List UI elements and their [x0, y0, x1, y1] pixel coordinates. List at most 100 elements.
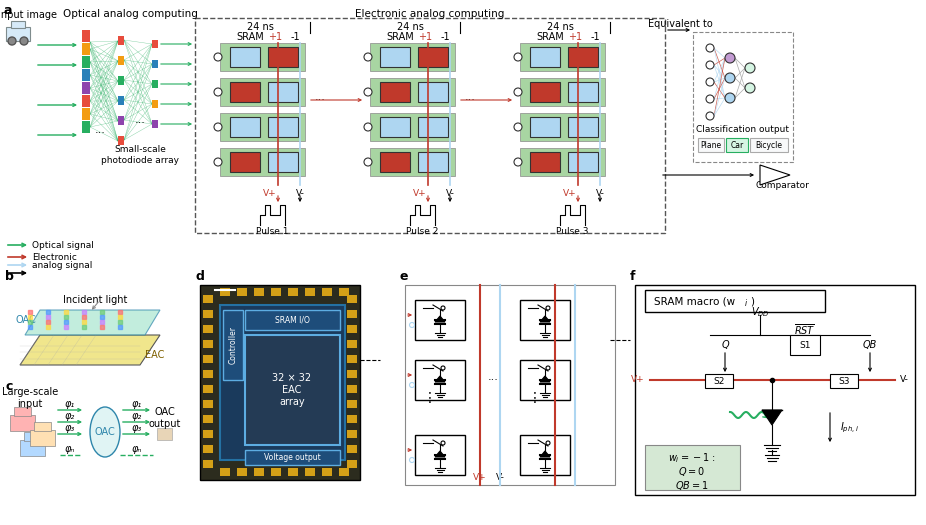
Text: ···: ··· [465, 95, 475, 105]
Bar [305, 288, 315, 296]
Bar [245, 335, 340, 445]
Text: +1: +1 [568, 32, 582, 42]
Bar [415, 300, 465, 340]
Bar [370, 78, 455, 106]
Bar [118, 76, 124, 85]
Bar [705, 374, 733, 388]
Bar [370, 43, 455, 71]
Text: ⊕: ⊕ [515, 159, 521, 165]
Polygon shape [435, 376, 445, 382]
Circle shape [441, 366, 445, 370]
Polygon shape [540, 451, 550, 457]
Bar [220, 305, 345, 460]
Bar [82, 95, 90, 107]
Text: $w_i = -1$ :: $w_i = -1$ : [669, 451, 716, 465]
Text: $I_{ph,i}$: $I_{ph,i}$ [840, 421, 859, 435]
Bar [380, 47, 410, 67]
Text: +1: +1 [418, 32, 432, 42]
Bar [203, 445, 213, 453]
Bar [347, 415, 357, 423]
Circle shape [706, 44, 714, 52]
Text: -1: -1 [290, 32, 300, 42]
Bar [520, 300, 570, 340]
Bar [347, 355, 357, 363]
Text: ...: ... [134, 115, 145, 125]
Bar [530, 117, 560, 137]
Text: ⊕: ⊕ [515, 89, 521, 95]
Text: +1: +1 [268, 32, 282, 42]
Circle shape [364, 88, 372, 96]
Bar [520, 78, 605, 106]
Text: analog signal: analog signal [32, 260, 93, 269]
Text: φₙ: φₙ [131, 444, 142, 454]
Bar [750, 138, 788, 152]
Text: φ₂: φ₂ [65, 411, 75, 421]
Circle shape [409, 383, 415, 387]
Text: ⊕: ⊕ [515, 124, 521, 130]
Text: ): ) [750, 296, 754, 306]
Text: φ₁: φ₁ [131, 399, 142, 409]
Text: EAC: EAC [145, 350, 165, 360]
Bar [237, 468, 247, 476]
Bar [11, 21, 25, 28]
Polygon shape [435, 451, 445, 457]
Polygon shape [540, 316, 550, 322]
Bar [530, 152, 560, 172]
Polygon shape [435, 316, 445, 322]
Bar [237, 288, 247, 296]
Bar [82, 69, 90, 81]
Circle shape [214, 158, 222, 166]
Circle shape [514, 53, 522, 61]
Bar [203, 430, 213, 438]
Bar [418, 117, 448, 137]
Circle shape [364, 123, 372, 131]
Bar [415, 360, 465, 400]
Text: φ₃: φ₃ [131, 423, 142, 433]
Text: ⊕: ⊕ [707, 79, 712, 85]
Text: i: i [745, 299, 747, 308]
Bar [271, 288, 281, 296]
Bar [645, 290, 825, 312]
Bar [380, 82, 410, 102]
Bar [152, 100, 158, 108]
Text: V-: V- [595, 188, 605, 197]
Bar [24, 432, 41, 441]
Text: Electronic: Electronic [32, 253, 77, 261]
Bar [14, 407, 31, 416]
Bar [635, 285, 915, 495]
Bar [568, 152, 598, 172]
Text: a: a [4, 5, 12, 17]
Text: $Q = 0$: $Q = 0$ [679, 466, 706, 478]
Bar [347, 445, 357, 453]
Bar [693, 32, 793, 162]
Bar [223, 310, 243, 380]
Bar [203, 355, 213, 363]
Bar [203, 340, 213, 348]
Bar [726, 138, 748, 152]
Bar [347, 370, 357, 378]
Bar [568, 117, 598, 137]
Bar [520, 360, 570, 400]
Text: 24 ns: 24 ns [396, 22, 423, 32]
Text: e: e [400, 269, 408, 282]
Text: S1: S1 [799, 341, 811, 350]
Text: V+: V+ [473, 474, 487, 482]
Circle shape [706, 112, 714, 120]
Circle shape [514, 123, 522, 131]
Text: ⊕: ⊕ [215, 89, 221, 95]
Circle shape [706, 78, 714, 86]
Circle shape [409, 322, 415, 328]
Circle shape [8, 37, 16, 45]
Circle shape [214, 53, 222, 61]
Bar [152, 60, 158, 68]
Text: -1: -1 [440, 32, 450, 42]
Bar [339, 288, 349, 296]
Text: Comparator: Comparator [755, 182, 809, 191]
Circle shape [706, 95, 714, 103]
Text: ⋮: ⋮ [423, 391, 437, 405]
Text: φ₂: φ₂ [131, 411, 142, 421]
Bar [288, 468, 298, 476]
Text: V+: V+ [632, 375, 645, 384]
Text: φₙ: φₙ [65, 444, 75, 454]
Text: Q: Q [721, 340, 729, 350]
